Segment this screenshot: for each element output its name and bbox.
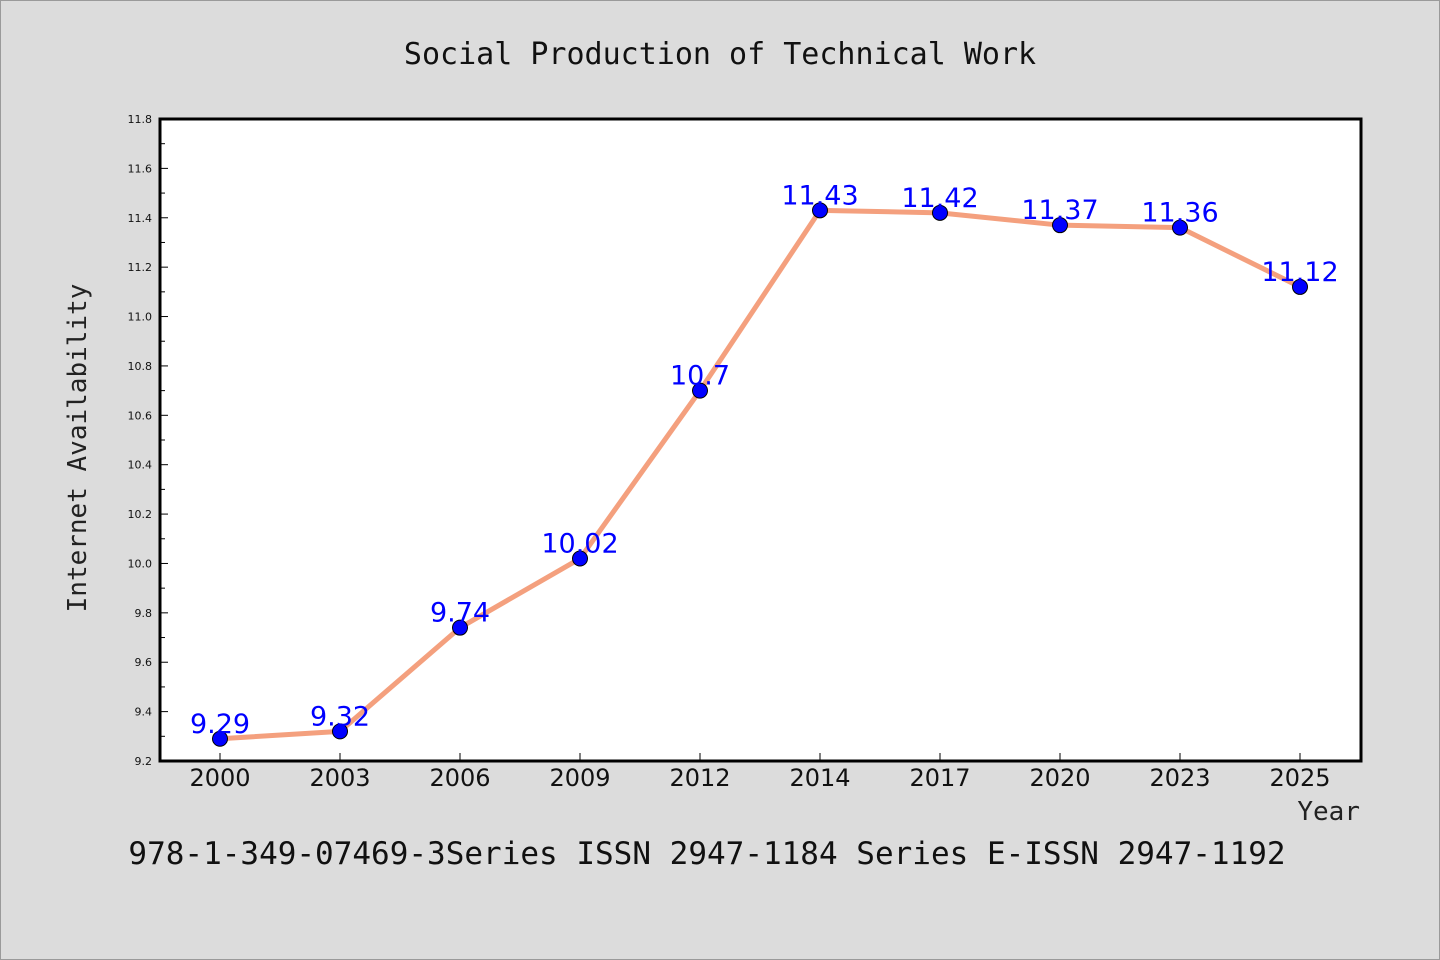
- x-tick-label: 2006: [429, 764, 490, 792]
- y-tick-label: 10.0: [128, 557, 153, 570]
- y-tick-label: 11.6: [128, 162, 153, 175]
- x-tick-label: 2000: [189, 764, 250, 792]
- data-value-label: 11.43: [781, 180, 858, 211]
- x-tick-label: 2020: [1029, 764, 1090, 792]
- data-value-label: 9.74: [430, 598, 490, 629]
- x-axis-ticks: 2000 2003 2006 2009 2012 2014 2017 2020 2023 2025: [189, 753, 1331, 792]
- x-tick-label: 2009: [549, 764, 610, 792]
- data-value-label: 9.32: [310, 701, 370, 732]
- data-value-label: 10.7: [670, 361, 730, 392]
- y-tick-label: 11.0: [128, 311, 153, 324]
- y-tick-label: 9.8: [135, 607, 153, 620]
- y-tick-label: 11.4: [128, 212, 153, 225]
- data-labels-group: 9.29 9.32 9.74 10.02 10.7 11.43 11.42 11.37 11.3…: [190, 180, 1339, 739]
- y-tick-label: 11.8: [128, 113, 153, 126]
- data-value-label: 11.12: [1261, 257, 1338, 288]
- chart-title: Social Production of Technical Work: [404, 37, 1036, 72]
- data-point-marker: [812, 202, 828, 219]
- data-value-label: 10.02: [541, 529, 618, 560]
- plot-border: [158, 117, 1363, 763]
- series-line-group: [217, 207, 1303, 742]
- data-point-marker: [572, 550, 588, 567]
- data-value-label: 11.42: [901, 183, 978, 214]
- data-point-marker: [932, 204, 948, 221]
- y-tick-label: 9.4: [135, 706, 153, 719]
- data-point-marker: [1052, 217, 1068, 234]
- data-value-label: 11.37: [1021, 195, 1098, 226]
- y-tick-label: 10.6: [128, 409, 153, 422]
- y-tick-label: 10.4: [128, 459, 153, 472]
- y-tick-label: 10.8: [128, 360, 153, 373]
- data-point-marker: [1292, 278, 1308, 295]
- data-point-marker: [692, 382, 708, 399]
- x-tick-label: 2014: [789, 764, 850, 792]
- y-tick-label: 11.2: [128, 261, 153, 274]
- data-value-label: 11.36: [1141, 198, 1218, 229]
- x-tick-label: 2017: [909, 764, 970, 792]
- y-tick-label: 9.2: [135, 755, 153, 768]
- data-value-label: 9.29: [190, 709, 250, 740]
- x-tick-label: 2012: [669, 764, 730, 792]
- footer-isbn-text: 978-1-349-07469-3Series ISSN 2947-1184 S…: [128, 836, 1285, 872]
- data-point-marker: [1172, 219, 1188, 236]
- x-tick-label: 2025: [1269, 764, 1330, 792]
- x-tick-label: 2003: [309, 764, 370, 792]
- y-tick-label: 10.2: [128, 508, 153, 521]
- data-point-marker: [212, 730, 228, 747]
- data-point-marker: [452, 619, 468, 636]
- x-tick-label: 2023: [1149, 764, 1210, 792]
- series-line: [217, 207, 1303, 742]
- y-tick-label: 9.6: [135, 656, 153, 669]
- data-points-group: [212, 202, 1308, 747]
- data-point-marker: [332, 723, 348, 740]
- x-axis-label: Year: [1297, 797, 1360, 827]
- y-axis-label: Internet Availability: [63, 284, 93, 613]
